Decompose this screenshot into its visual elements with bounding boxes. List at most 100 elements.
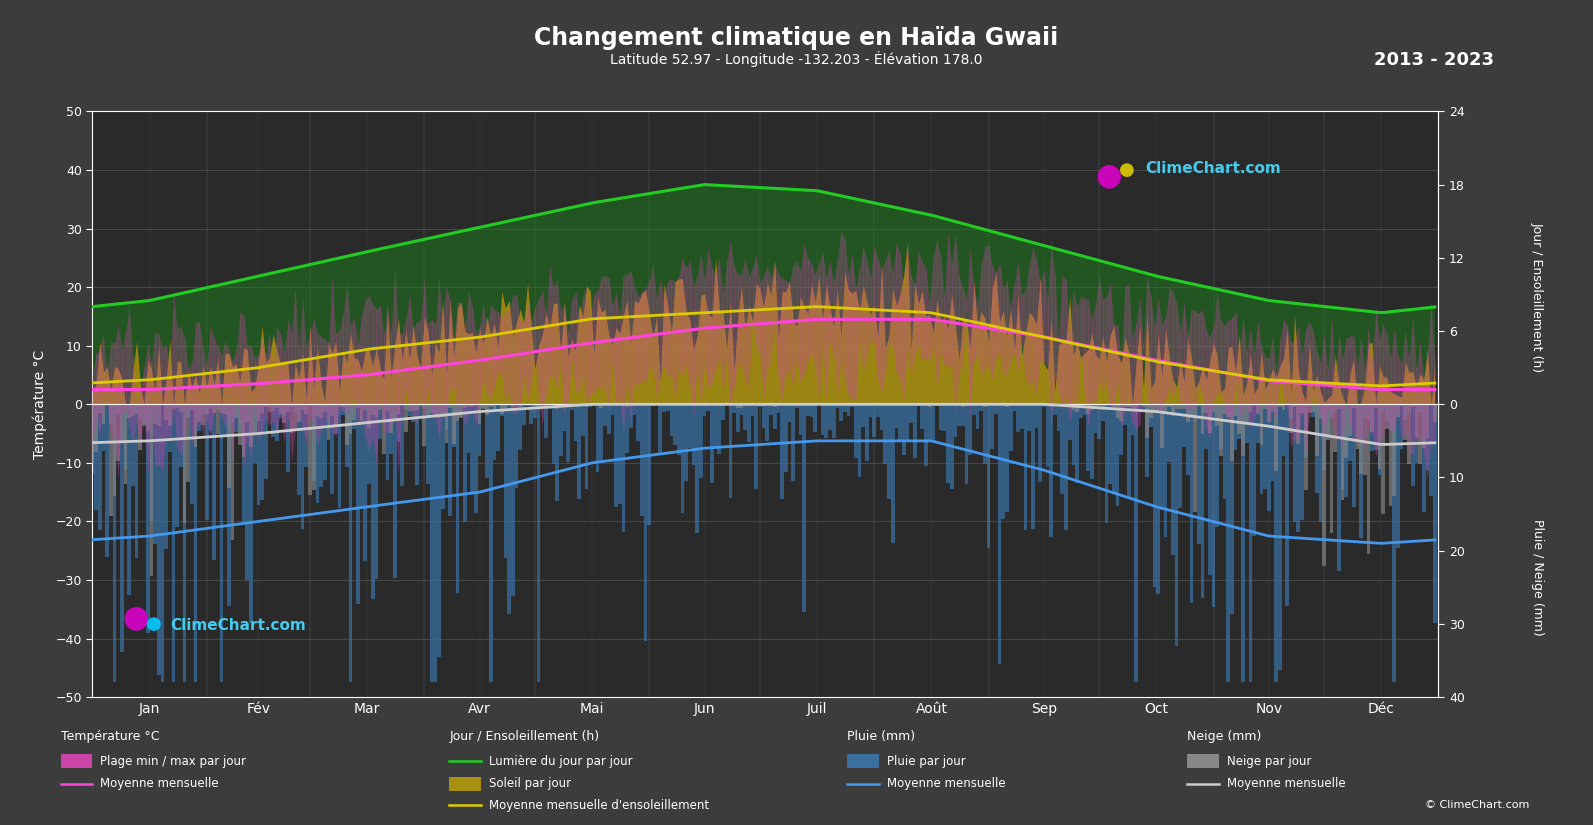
Bar — [1067, 404, 1072, 440]
Bar — [1039, 404, 1042, 482]
Bar — [346, 404, 349, 446]
Bar — [374, 404, 378, 418]
Bar — [887, 404, 890, 499]
Bar — [1411, 404, 1415, 486]
Bar — [781, 404, 784, 499]
Bar — [621, 404, 626, 532]
Bar — [124, 404, 127, 484]
Bar — [1249, 404, 1252, 412]
Bar — [1053, 404, 1056, 415]
Bar — [323, 404, 327, 412]
Bar — [1330, 404, 1333, 533]
Bar — [1101, 404, 1104, 408]
Bar — [537, 404, 540, 682]
Bar — [459, 404, 464, 418]
Bar — [980, 404, 983, 411]
Bar — [397, 404, 400, 442]
Bar — [559, 404, 562, 455]
Bar — [260, 404, 264, 412]
Bar — [228, 404, 231, 488]
Text: ●: ● — [123, 604, 148, 633]
Bar — [237, 404, 242, 445]
Bar — [175, 404, 178, 408]
Text: Pluie / Neige (mm): Pluie / Neige (mm) — [1531, 519, 1544, 636]
Bar — [452, 404, 456, 447]
Bar — [1168, 404, 1171, 407]
Bar — [94, 404, 97, 452]
Bar — [1341, 404, 1344, 499]
Bar — [293, 404, 296, 430]
Bar — [119, 404, 124, 443]
Bar — [1403, 404, 1407, 420]
Bar — [1297, 404, 1300, 444]
Bar — [1212, 404, 1215, 412]
Bar — [1157, 404, 1160, 411]
Bar — [201, 404, 205, 425]
Bar — [927, 404, 932, 442]
Bar — [366, 404, 371, 484]
Bar — [164, 404, 167, 420]
Bar — [688, 404, 691, 448]
Bar — [545, 404, 548, 408]
Text: Soleil par jour: Soleil par jour — [489, 777, 572, 790]
Bar — [913, 404, 916, 458]
Text: Lumière du jour par jour: Lumière du jour par jour — [489, 755, 632, 768]
Bar — [946, 404, 949, 406]
Bar — [573, 404, 577, 441]
Bar — [710, 404, 714, 483]
Bar — [1045, 404, 1050, 467]
Bar — [223, 404, 228, 414]
Bar — [147, 404, 150, 633]
Bar — [666, 404, 669, 412]
Bar — [997, 404, 1002, 405]
Bar — [304, 404, 307, 467]
Bar — [618, 404, 621, 504]
Bar — [961, 404, 965, 407]
Bar — [1373, 404, 1378, 450]
Bar — [1378, 404, 1381, 474]
Bar — [1352, 404, 1356, 408]
Bar — [820, 404, 825, 435]
Bar — [599, 404, 604, 408]
Text: ●: ● — [147, 615, 162, 633]
Bar — [1201, 404, 1204, 434]
Bar — [1314, 404, 1319, 456]
Bar — [1193, 404, 1196, 512]
Bar — [444, 404, 448, 443]
Bar — [389, 404, 393, 455]
Bar — [755, 404, 758, 405]
Bar — [1050, 404, 1053, 408]
Bar — [108, 404, 113, 424]
Bar — [119, 404, 124, 653]
Bar — [456, 404, 459, 593]
Bar — [290, 404, 293, 407]
Bar — [1020, 404, 1024, 406]
Bar — [234, 404, 237, 431]
Bar — [1056, 404, 1061, 431]
Bar — [570, 404, 573, 410]
Bar — [315, 404, 319, 416]
Bar — [1193, 404, 1196, 422]
Bar — [1348, 404, 1352, 460]
Bar — [1373, 404, 1378, 408]
Bar — [363, 404, 366, 561]
Bar — [814, 404, 817, 432]
Bar — [1149, 404, 1153, 427]
Bar — [969, 404, 972, 455]
Bar — [868, 404, 873, 417]
Bar — [113, 404, 116, 496]
Bar — [585, 404, 588, 408]
Bar — [1016, 404, 1020, 432]
Bar — [382, 404, 386, 454]
Bar — [1286, 404, 1289, 606]
Bar — [615, 404, 618, 507]
Bar — [382, 404, 386, 418]
Bar — [515, 404, 518, 407]
Bar — [245, 404, 249, 581]
Bar — [190, 404, 194, 410]
Bar — [758, 404, 761, 407]
Bar — [335, 404, 338, 427]
Bar — [556, 404, 559, 502]
Bar — [1348, 404, 1352, 436]
Bar — [256, 404, 260, 422]
